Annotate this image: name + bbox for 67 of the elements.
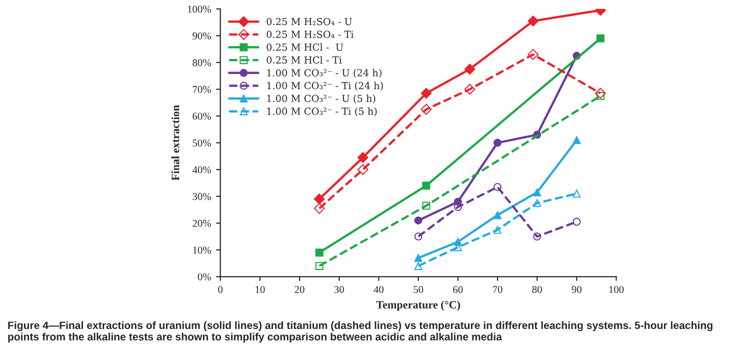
x-tick-label: 40 bbox=[374, 286, 384, 294]
legend-label: 1.00 M CO₃²⁻ - U (5 h) bbox=[267, 94, 376, 104]
y-tick-label: 80% bbox=[192, 59, 211, 66]
x-tick-label: 70 bbox=[492, 286, 502, 294]
point bbox=[572, 190, 581, 198]
y-tick-label: 0% bbox=[198, 273, 211, 280]
point bbox=[420, 88, 432, 99]
point bbox=[414, 216, 422, 224]
x-tick-label: 0 bbox=[218, 286, 223, 294]
point bbox=[494, 226, 502, 234]
point bbox=[494, 211, 502, 220]
y-tick-label: 100% bbox=[188, 6, 211, 13]
point bbox=[533, 188, 542, 196]
y-tick-label: 40% bbox=[192, 166, 211, 174]
x-axis-title: Temperature (°C) bbox=[376, 300, 460, 311]
point bbox=[314, 202, 325, 214]
point bbox=[464, 84, 476, 95]
point bbox=[454, 238, 462, 246]
legend-label: 1.00 M CO₃²⁻ - Ti (5 h) bbox=[267, 107, 377, 116]
y-tick-label: 10% bbox=[193, 246, 211, 254]
point bbox=[572, 136, 581, 144]
y-axis-title: Final extraction bbox=[171, 105, 180, 180]
legend-label: 0.25 M H₂SO₄ - U bbox=[266, 18, 352, 26]
point bbox=[357, 164, 368, 176]
point bbox=[528, 16, 539, 26]
point bbox=[314, 194, 325, 204]
caption: Figure 4—Final extractions of uranium (solid lines) and titanium (dashed lines) vs temperature in different leaching systems. 5-hour leaching points from the alkaline tests are shown to simplify comparison between acidic and alkaline media bbox=[8, 321, 712, 343]
point bbox=[315, 248, 324, 257]
legend-label: 0.25 M HCl - Ti bbox=[266, 56, 342, 64]
point bbox=[533, 232, 542, 241]
y-tick-label: 90% bbox=[192, 32, 211, 40]
point bbox=[414, 232, 422, 241]
point bbox=[464, 64, 476, 75]
y-tick-label: 70% bbox=[192, 86, 211, 93]
point bbox=[528, 49, 539, 60]
y-tick-label: 60% bbox=[192, 112, 211, 120]
x-tick-label: 50 bbox=[414, 286, 424, 294]
point bbox=[533, 199, 542, 208]
x-tick-label: 30 bbox=[334, 286, 344, 294]
point bbox=[422, 182, 430, 190]
y-tick-label: 50% bbox=[192, 139, 211, 147]
y-tick-label: 20% bbox=[192, 220, 211, 227]
legend-label: 1.00 M CO₃²⁻ - Ti (24 h) bbox=[267, 82, 383, 91]
point bbox=[357, 152, 368, 163]
x-tick-label: 80 bbox=[532, 286, 542, 294]
point bbox=[414, 262, 422, 270]
x-tick-label: 10 bbox=[256, 286, 265, 294]
point bbox=[494, 182, 502, 191]
point bbox=[422, 202, 430, 210]
y-tick-label: 30% bbox=[192, 193, 211, 200]
point bbox=[414, 254, 422, 262]
point bbox=[420, 104, 432, 115]
x-tick-label: 60 bbox=[453, 286, 463, 294]
x-tick-label: 100 bbox=[609, 286, 624, 294]
point bbox=[572, 218, 581, 226]
point bbox=[454, 198, 462, 206]
legend-label: 1.00 M CO₃²⁻ - U (24 h) bbox=[267, 68, 382, 78]
point bbox=[595, 88, 606, 99]
x-tick-label: 20 bbox=[294, 286, 304, 294]
x-tick-label: 90 bbox=[572, 286, 582, 294]
legend-label: 0.25 M H₂SO₄ - Ti bbox=[266, 30, 354, 38]
point bbox=[596, 34, 604, 42]
point bbox=[494, 138, 502, 147]
legend-label: 0.25 M HCl - U bbox=[266, 43, 344, 51]
point bbox=[315, 262, 324, 270]
point bbox=[596, 92, 604, 100]
point bbox=[454, 203, 462, 212]
